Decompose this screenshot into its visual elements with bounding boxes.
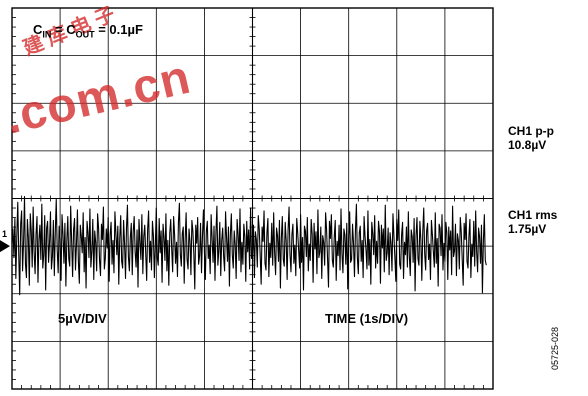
channel-marker: 1: [0, 229, 10, 253]
trace-line: [11, 196, 487, 296]
measurement-pp-label: CH1 p-p: [508, 124, 554, 138]
measurement-pp: CH1 p-p 10.8µV: [508, 124, 554, 152]
cout-symbol: = C: [51, 22, 76, 37]
channel-marker-label: 1: [2, 229, 7, 239]
x-axis-scale-label: TIME (1s/DIV): [325, 311, 409, 326]
cout-subscript: OUT: [75, 29, 95, 40]
noise-trace: [11, 196, 487, 296]
capacitance-value: = 0.1µF: [94, 22, 143, 37]
figure-id: 05725-028: [550, 326, 560, 370]
cin-subscript: IN: [42, 29, 52, 40]
cin-symbol: C: [33, 22, 43, 37]
measurement-pp-value: 10.8µV: [508, 138, 547, 152]
capacitance-condition: CIN = COUT = 0.1µF: [33, 22, 143, 40]
measurement-rms-value: 1.75µV: [508, 222, 547, 236]
channel-marker-arrow: [0, 240, 10, 253]
measurement-rms-label: CH1 rms: [508, 208, 558, 222]
graticule: [11, 7, 494, 390]
measurement-rms: CH1 rms 1.75µV: [508, 208, 557, 236]
y-axis-scale-label: 5µV/DIV: [58, 311, 107, 326]
